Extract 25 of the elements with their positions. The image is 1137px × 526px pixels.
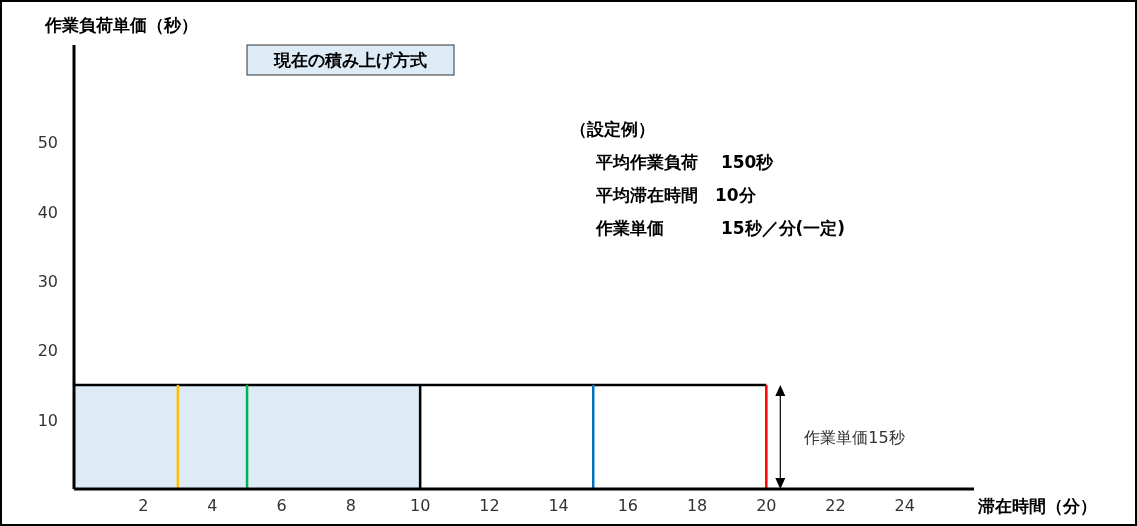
x-tick-label: 18	[686, 496, 708, 515]
x-tick-label: 24	[894, 496, 915, 515]
y-tick-label: 30	[37, 271, 58, 291]
annotation: 作業単価 15秒／分(一定)	[595, 218, 846, 238]
x-tick-label: 6	[276, 496, 287, 515]
chart-title: 現在の積み上げ方式	[272, 50, 427, 70]
x-tick-label: 22	[825, 496, 846, 515]
y-tick-label: 20	[37, 341, 58, 361]
x-tick-label: 10	[409, 496, 431, 515]
x-tick-label: 4	[207, 496, 218, 515]
x-tick-label: 8	[345, 496, 357, 515]
x-axis-title: 滞在時間（分）	[977, 496, 1097, 516]
x-tick-label: 2	[138, 496, 149, 515]
y-tick-label: 40	[37, 202, 58, 222]
x-tick-label: 16	[617, 496, 639, 515]
x-tick-label: 14	[548, 496, 569, 515]
annotation: 平均滞在時間 10分	[595, 185, 757, 205]
y-axis-title: 作業負荷単価（秒）	[44, 15, 198, 35]
annotation: 平均作業負荷 150秒	[595, 152, 775, 172]
y-tick-label: 50	[37, 133, 58, 153]
annotation: （設定例）	[570, 119, 655, 139]
x-tick-label: 20	[756, 496, 777, 515]
annotation: 作業単価15秒	[803, 427, 905, 447]
x-tick-label: 12	[479, 496, 500, 515]
y-tick-label: 10	[37, 410, 58, 430]
